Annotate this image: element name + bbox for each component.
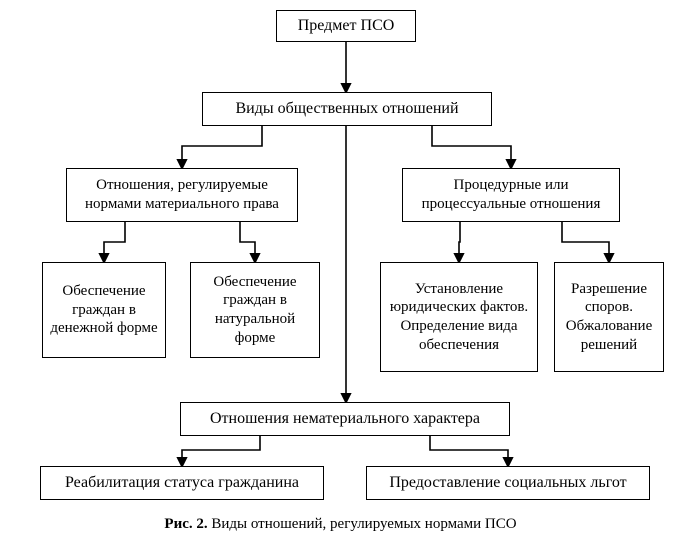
caption-prefix: Рис. 2.	[164, 516, 211, 532]
edge-material-natural	[240, 222, 255, 262]
edge-types-procedural	[432, 126, 511, 168]
edge-immaterial-benefits	[430, 436, 508, 466]
node-money: Обеспечение граждан в денежной форме	[42, 262, 166, 358]
node-immaterial: Отношения нематериального характера	[180, 402, 510, 436]
edge-immaterial-rehab	[182, 436, 260, 466]
node-rehab: Реабилитация статуса гражданина	[40, 466, 324, 500]
figure-caption: Рис. 2. Виды отношений, регулируемых нор…	[0, 516, 681, 533]
node-types: Виды общественных отношений	[202, 92, 492, 126]
edge-types-material	[182, 126, 262, 168]
node-benefits: Предоставление социальных льгот	[366, 466, 650, 500]
edge-procedural-facts	[459, 222, 460, 262]
node-facts: Установление юридических фактов. Определ…	[380, 262, 538, 372]
node-natural: Обеспечение граждан в натуральной форме	[190, 262, 320, 358]
node-procedural: Процедурные или процессуальные отношения	[402, 168, 620, 222]
node-root: Предмет ПСО	[276, 10, 416, 42]
node-disputes: Разрешение споров. Обжалование решений	[554, 262, 664, 372]
edge-material-money	[104, 222, 125, 262]
node-material: Отношения, регулируемые нормами материал…	[66, 168, 298, 222]
caption-text: Виды отношений, регулируемых нормами ПСО	[211, 516, 516, 532]
edge-procedural-disputes	[562, 222, 609, 262]
